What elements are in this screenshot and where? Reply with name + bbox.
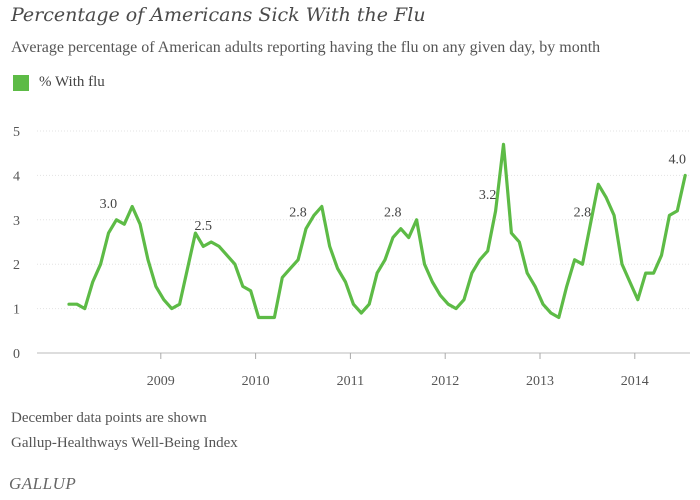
footnote-source: Gallup-Healthways Well-Being Index [11, 435, 238, 451]
x-tick-label: 2012 [431, 374, 459, 389]
x-tick-label: 2011 [337, 374, 364, 389]
data-label: 2.8 [289, 206, 307, 221]
y-tick-label: 0 [13, 347, 20, 362]
gallup-logo: GALLUP [9, 474, 77, 493]
data-label: 3.0 [100, 197, 118, 212]
x-tick-label: 2010 [242, 374, 270, 389]
data-label: 2.5 [194, 219, 212, 234]
series-line [67, 142, 687, 320]
data-label: 2.8 [574, 206, 592, 221]
y-tick-label: 1 [13, 303, 20, 318]
legend: % With flu [13, 74, 105, 91]
chart-subtitle: Average percentage of American adults re… [11, 39, 601, 56]
y-tick-label: 3 [13, 214, 20, 229]
x-tick-label: 2013 [526, 374, 554, 389]
y-tick-label: 5 [13, 125, 20, 140]
legend-swatch [13, 74, 29, 91]
y-tick-label: 2 [13, 258, 20, 273]
legend-label: % With flu [39, 74, 105, 90]
data-label: 2.8 [384, 206, 402, 221]
x-tick-label: 2014 [621, 374, 649, 389]
data-label: 3.2 [479, 188, 497, 203]
chart-title: Percentage of Americans Sick With the Fl… [11, 4, 426, 26]
x-tick-label: 2009 [147, 374, 175, 389]
data-label: 4.0 [668, 152, 686, 167]
footnote-december: December data points are shown [11, 410, 207, 426]
y-tick-label: 4 [13, 169, 20, 184]
